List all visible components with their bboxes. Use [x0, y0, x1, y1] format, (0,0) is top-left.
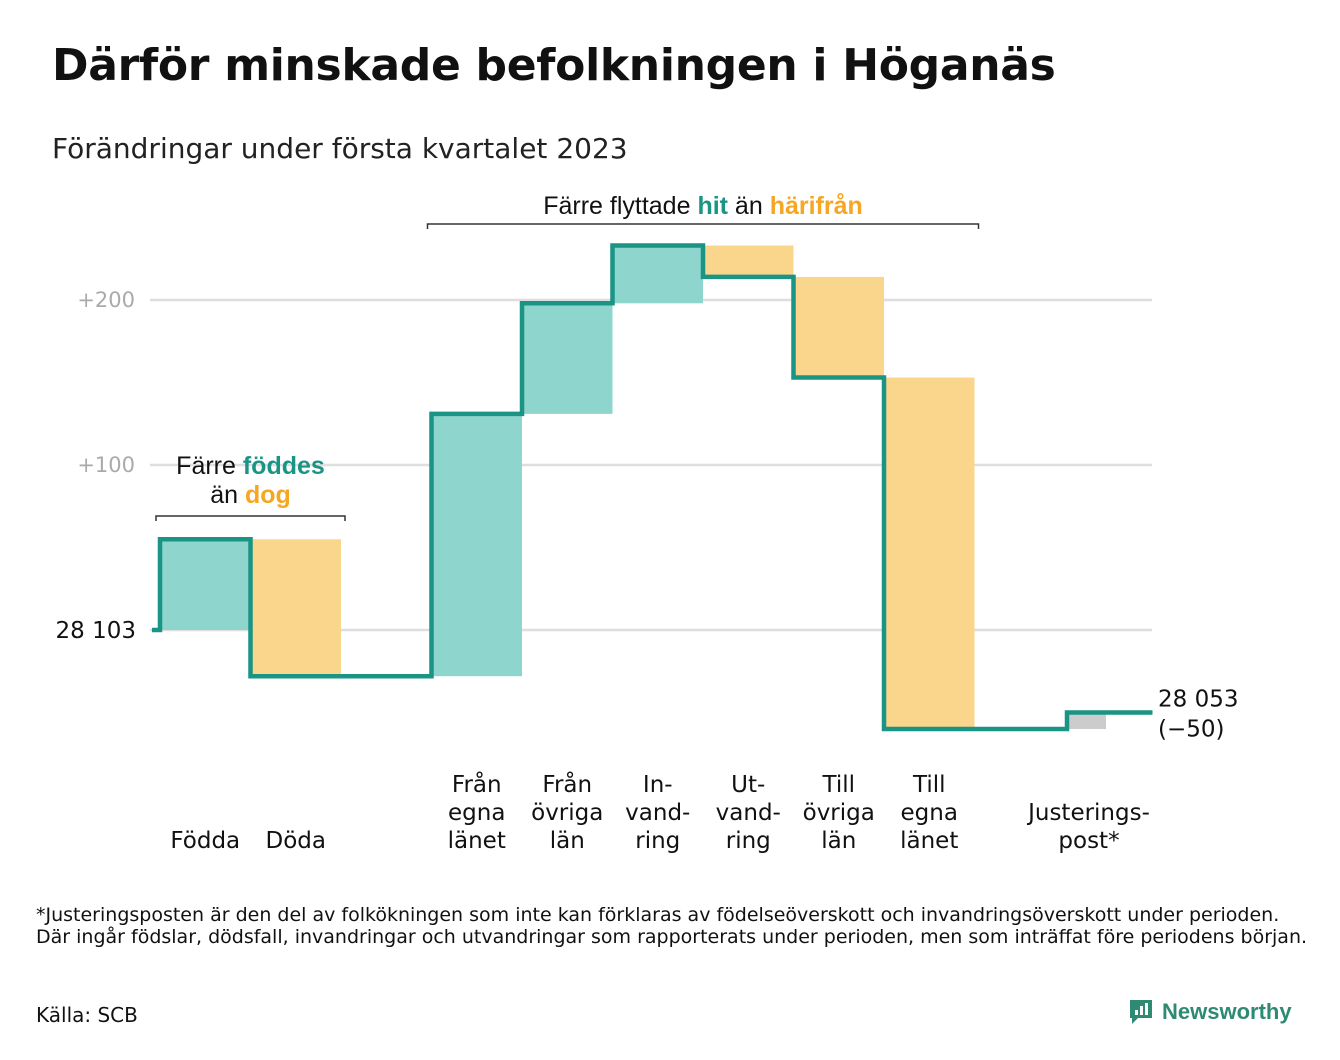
- annotation-part: föddes: [243, 452, 325, 480]
- bar-increase: [160, 539, 251, 630]
- bar-increase: [522, 303, 613, 414]
- x-category-label: Från: [452, 770, 502, 798]
- x-category-label: Födda: [170, 828, 240, 854]
- annotation-bracket: [426, 223, 980, 229]
- page-title: Därför minskade befolkningen i Höganäs: [52, 40, 1056, 91]
- annotation-births-deaths: Färre föddes: [176, 452, 325, 480]
- x-category-label: län: [821, 828, 856, 854]
- x-category-label: Från: [542, 770, 592, 798]
- x-category-label: län: [550, 828, 585, 854]
- bar-decrease: [793, 276, 884, 378]
- start-value-label: 28 103: [56, 618, 136, 644]
- annotation-part: hit: [697, 192, 728, 220]
- bar-increase: [612, 245, 703, 304]
- brand-name: Newsworthy: [1162, 999, 1292, 1024]
- bar-decrease: [884, 377, 975, 729]
- cumulative-step-line: [152, 243, 1153, 732]
- annotation-part: Färre flyttade: [543, 192, 697, 220]
- newsworthy-logo-icon: [1130, 1000, 1152, 1024]
- x-category-label: vand-: [625, 800, 690, 826]
- x-category-label: övriga: [803, 800, 875, 826]
- x-category-label: länet: [900, 828, 958, 854]
- annotation-migration: Färre flyttade hit än härifrån: [543, 192, 863, 220]
- x-category-label: egna: [448, 800, 505, 826]
- x-category-label: Till: [821, 772, 855, 798]
- x-category-label: Till: [912, 772, 946, 798]
- footnote: *Justeringsposten är den del av folkökni…: [36, 904, 1308, 948]
- bar-increase: [431, 413, 522, 677]
- bar-adjustment: [1069, 712, 1106, 729]
- end-value-label: 28 053: [1158, 687, 1238, 713]
- x-category-label: ring: [726, 828, 771, 854]
- x-category-label: ring: [635, 828, 680, 854]
- page-subtitle: Förändringar under första kvartalet 2023: [52, 132, 628, 165]
- x-category-label: In-: [643, 772, 673, 798]
- bar-decrease: [250, 539, 341, 677]
- y-tick-label: +200: [77, 288, 135, 312]
- annotation-births-deaths: än dog: [210, 481, 291, 509]
- x-category-label: post*: [1058, 828, 1119, 854]
- y-tick-label: +100: [77, 453, 135, 477]
- source-label: Källa: SCB: [36, 1003, 138, 1027]
- brand: Newsworthy: [1128, 998, 1292, 1026]
- annotation-bracket: [155, 515, 346, 521]
- annotation-part: Färre: [176, 452, 243, 480]
- x-category-label: länet: [448, 828, 506, 854]
- annotation-part: dog: [245, 481, 291, 509]
- x-category-label: Justerings-: [1026, 800, 1150, 826]
- end-change-label: (−50): [1158, 717, 1224, 743]
- x-category-label: egna: [901, 800, 958, 826]
- x-category-label: övriga: [531, 800, 603, 826]
- x-category-label: Döda: [266, 828, 326, 854]
- x-category-label: vand-: [716, 800, 781, 826]
- x-category-label: Ut-: [731, 772, 765, 798]
- annotation-part: härifrån: [770, 192, 863, 220]
- annotation-part: än: [728, 192, 770, 220]
- bar-decrease: [703, 245, 794, 277]
- annotation-part: än: [210, 481, 245, 509]
